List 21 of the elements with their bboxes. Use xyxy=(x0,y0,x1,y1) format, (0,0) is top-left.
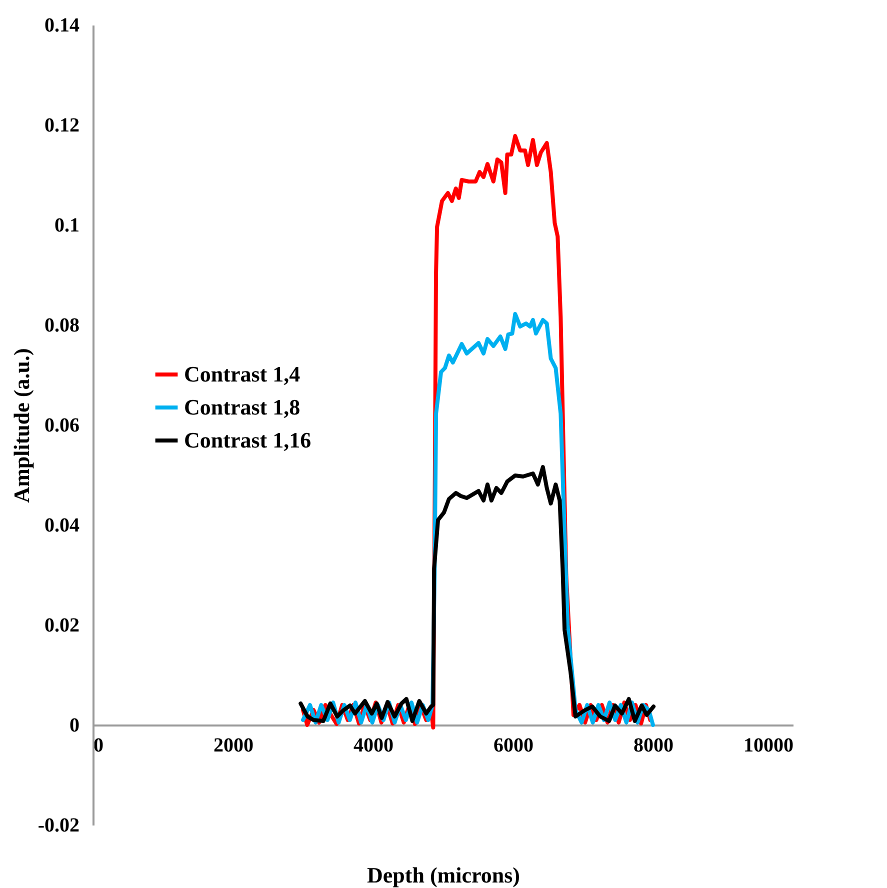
x-tick-label: 8000 xyxy=(634,734,674,756)
y-tick-label: 0.04 xyxy=(44,514,80,536)
y-tick-label: 0 xyxy=(70,714,80,736)
y-axis-title: Amplitude (a.u.) xyxy=(8,348,34,503)
legend-label: Contrast 1,4 xyxy=(184,362,300,386)
x-tick-label: 2000 xyxy=(214,734,254,756)
y-tick-label: 0.1 xyxy=(54,214,80,236)
legend-label: Contrast 1,16 xyxy=(184,428,312,452)
x-axis-title: Depth (microns) xyxy=(367,862,520,888)
legend-label: Contrast 1,8 xyxy=(184,394,300,420)
y-tick-label: 0.14 xyxy=(44,14,80,36)
y-tick-label: 0.12 xyxy=(44,114,80,136)
line-series xyxy=(298,465,656,723)
x-tick-label: 4000 xyxy=(354,734,394,756)
y-tick-label: 0.06 xyxy=(44,414,80,436)
x-tick-label: 0 xyxy=(94,734,104,756)
y-tick-label: 0.02 xyxy=(44,614,80,636)
x-tick-label: 10000 xyxy=(744,734,794,756)
y-tick-label: 0.08 xyxy=(44,314,80,336)
x-tick-label: 6000 xyxy=(494,734,534,756)
y-tick-label: -0.02 xyxy=(38,814,80,836)
